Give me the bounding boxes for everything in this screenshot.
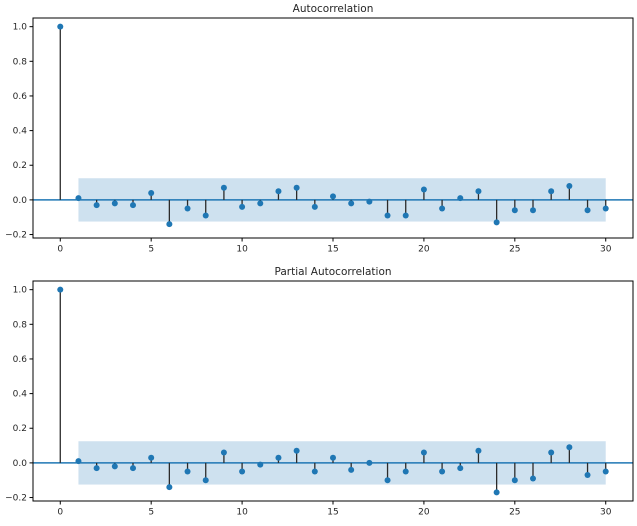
y-tick-label: −0.2 — [5, 231, 27, 241]
marker — [130, 465, 136, 472]
marker — [548, 449, 555, 456]
x-tick-label: 25 — [509, 508, 520, 518]
acf-subplot: Autocorrelation 0 5 10 15 20 25 30 1.0 0.8 0.6 0.4 0… — [5, 3, 634, 255]
pacf-plot-canvas: Partial Autocorrelation 0 5 10 15 20 25 30 1.0 0.… — [5, 266, 634, 518]
y-tick-label: 0.6 — [13, 355, 28, 365]
marker — [275, 188, 282, 195]
marker — [493, 219, 500, 226]
acf-plot-canvas: Autocorrelation 0 5 10 15 20 25 30 1.0 0.8 0.6 0.4 0… — [5, 3, 634, 255]
marker — [475, 188, 482, 195]
y-tick-label: 0.8 — [13, 57, 28, 67]
marker — [330, 193, 336, 200]
marker — [166, 484, 173, 491]
marker — [184, 468, 191, 475]
chart-title: Autocorrelation — [293, 3, 374, 15]
pacf-subplot: Partial Autocorrelation 0 5 10 15 20 25 30 1.0 0.… — [0, 263, 637, 526]
marker — [293, 447, 300, 454]
marker — [257, 200, 264, 207]
marker — [566, 444, 573, 451]
marker — [530, 207, 536, 214]
marker — [511, 477, 518, 484]
x-tick-label: 25 — [509, 245, 520, 255]
chart-title: Partial Autocorrelation — [274, 266, 391, 278]
marker — [257, 461, 264, 468]
stems-group — [57, 286, 609, 496]
y-tick-label: 0.4 — [13, 127, 28, 137]
marker — [148, 189, 155, 196]
x-tick-label: 5 — [148, 245, 154, 255]
marker — [239, 468, 246, 475]
marker — [148, 454, 155, 461]
x-tick-label: 10 — [236, 508, 248, 518]
x-tick-label: 15 — [327, 245, 338, 255]
x-tick-label: 20 — [418, 508, 430, 518]
y-tick-label: 0.0 — [13, 196, 28, 206]
marker — [457, 195, 464, 202]
x-tick-label: 10 — [236, 245, 248, 255]
marker — [57, 286, 64, 293]
marker — [439, 468, 446, 475]
marker — [220, 449, 227, 456]
y-tick-label: 1.0 — [13, 23, 28, 33]
marker — [202, 212, 209, 219]
marker — [420, 186, 427, 193]
marker — [566, 183, 573, 190]
marker — [366, 198, 373, 205]
marker — [57, 23, 64, 30]
x-tick-label: 20 — [418, 245, 430, 255]
marker — [602, 205, 609, 212]
x-tick-label: 0 — [57, 508, 63, 518]
marker — [184, 205, 191, 212]
marker — [93, 202, 100, 209]
x-tick-label: 5 — [148, 508, 154, 518]
marker — [111, 463, 118, 470]
marker — [93, 465, 100, 472]
y-tick-label: 0.0 — [13, 459, 28, 469]
marker — [311, 468, 318, 475]
y-tick-label: 0.6 — [13, 92, 28, 102]
y-tick-label: 0.8 — [13, 320, 28, 330]
x-tick-label: 30 — [600, 245, 612, 255]
marker — [275, 454, 282, 461]
y-tick-label: −0.2 — [5, 494, 27, 504]
marker — [457, 465, 464, 472]
marker — [602, 468, 609, 475]
marker — [493, 489, 500, 496]
y-tick-label: 0.2 — [13, 161, 27, 171]
marker — [330, 454, 336, 461]
marker — [220, 184, 227, 191]
marker — [111, 200, 118, 207]
marker — [293, 184, 300, 191]
marker — [475, 447, 482, 454]
y-tick-label: 0.4 — [13, 390, 28, 400]
marker — [402, 212, 409, 219]
marker — [75, 458, 82, 465]
marker — [202, 477, 209, 484]
marker — [166, 221, 173, 228]
marker — [530, 475, 536, 482]
marker — [130, 202, 136, 209]
marker — [239, 203, 246, 210]
x-tick-label: 0 — [57, 245, 63, 255]
marker — [439, 205, 446, 212]
marker — [402, 468, 409, 475]
marker — [348, 466, 355, 473]
marker — [384, 477, 391, 484]
y-tick-label: 0.2 — [13, 424, 27, 434]
stems-group — [57, 23, 609, 228]
y-tick-label: 1.0 — [13, 286, 28, 296]
x-tick-label: 30 — [600, 508, 612, 518]
marker — [348, 200, 355, 207]
marker — [366, 459, 373, 466]
marker — [511, 207, 518, 214]
marker — [584, 207, 591, 214]
x-tick-label: 15 — [327, 508, 338, 518]
marker — [75, 195, 82, 202]
marker — [548, 188, 555, 195]
marker — [311, 203, 318, 210]
marker — [584, 472, 591, 479]
marker — [420, 449, 427, 456]
marker — [384, 212, 391, 219]
